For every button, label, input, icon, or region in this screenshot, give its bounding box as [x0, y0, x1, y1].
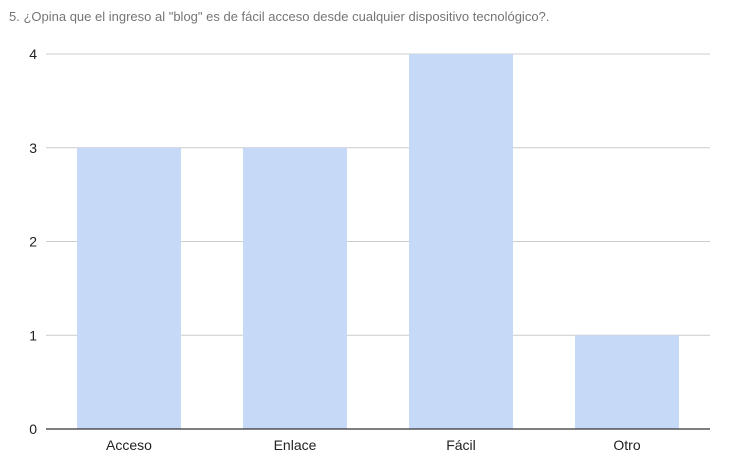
x-tick-label: Acceso: [106, 437, 152, 451]
y-tick-label: 2: [29, 234, 37, 250]
y-tick-label: 4: [29, 46, 37, 62]
bar-otro: [575, 335, 679, 429]
y-tick-label: 0: [29, 421, 37, 437]
bar-fácil: [409, 54, 513, 429]
x-tick-label: Enlace: [274, 437, 317, 451]
y-tick-label: 1: [29, 327, 37, 343]
chart-title: 5. ¿Opina que el ingreso al "blog" es de…: [9, 9, 550, 24]
bar-enlace: [243, 147, 347, 429]
x-tick-label: Otro: [613, 437, 640, 451]
y-tick-label: 3: [29, 140, 37, 156]
bar-acceso: [77, 147, 181, 429]
x-tick-label: Fácil: [446, 437, 476, 451]
